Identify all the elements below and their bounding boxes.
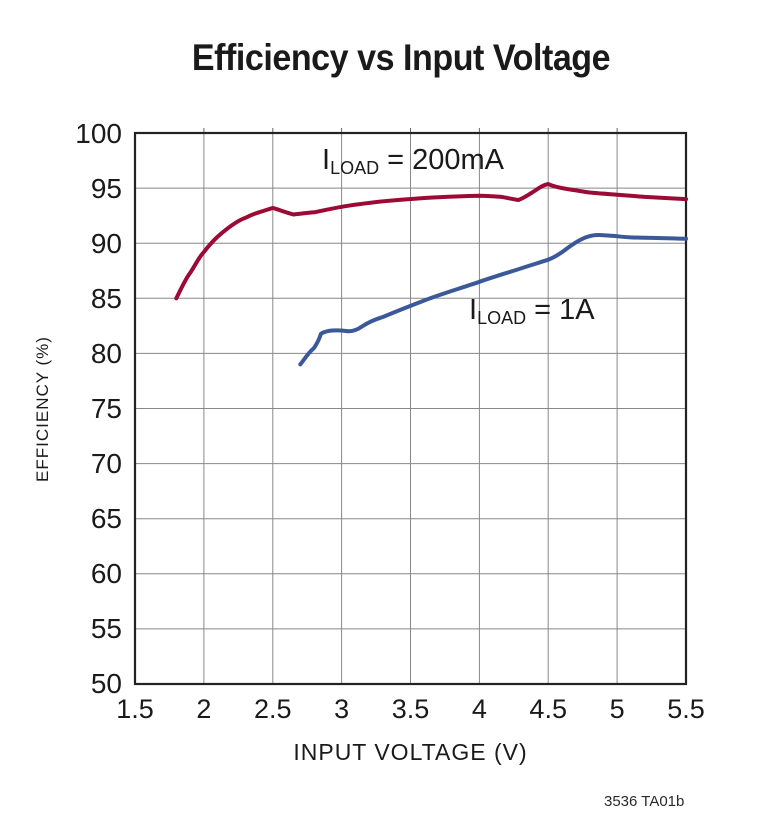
svg-text:60: 60 <box>91 558 122 589</box>
svg-text:80: 80 <box>91 338 122 369</box>
svg-text:55: 55 <box>91 613 122 644</box>
svg-text:100: 100 <box>75 118 122 149</box>
svg-text:4.5: 4.5 <box>529 694 567 724</box>
svg-text:70: 70 <box>91 448 122 479</box>
svg-text:3: 3 <box>334 694 349 724</box>
svg-text:4: 4 <box>472 694 487 724</box>
svg-text:75: 75 <box>91 393 122 424</box>
svg-text:95: 95 <box>91 173 122 204</box>
svg-text:65: 65 <box>91 503 122 534</box>
svg-text:3.5: 3.5 <box>392 694 430 724</box>
svg-text:2: 2 <box>196 694 211 724</box>
svg-text:85: 85 <box>91 283 122 314</box>
svg-text:5.5: 5.5 <box>667 694 705 724</box>
svg-text:1.5: 1.5 <box>116 694 154 724</box>
svg-text:90: 90 <box>91 228 122 259</box>
svg-text:5: 5 <box>610 694 625 724</box>
svg-text:2.5: 2.5 <box>254 694 292 724</box>
